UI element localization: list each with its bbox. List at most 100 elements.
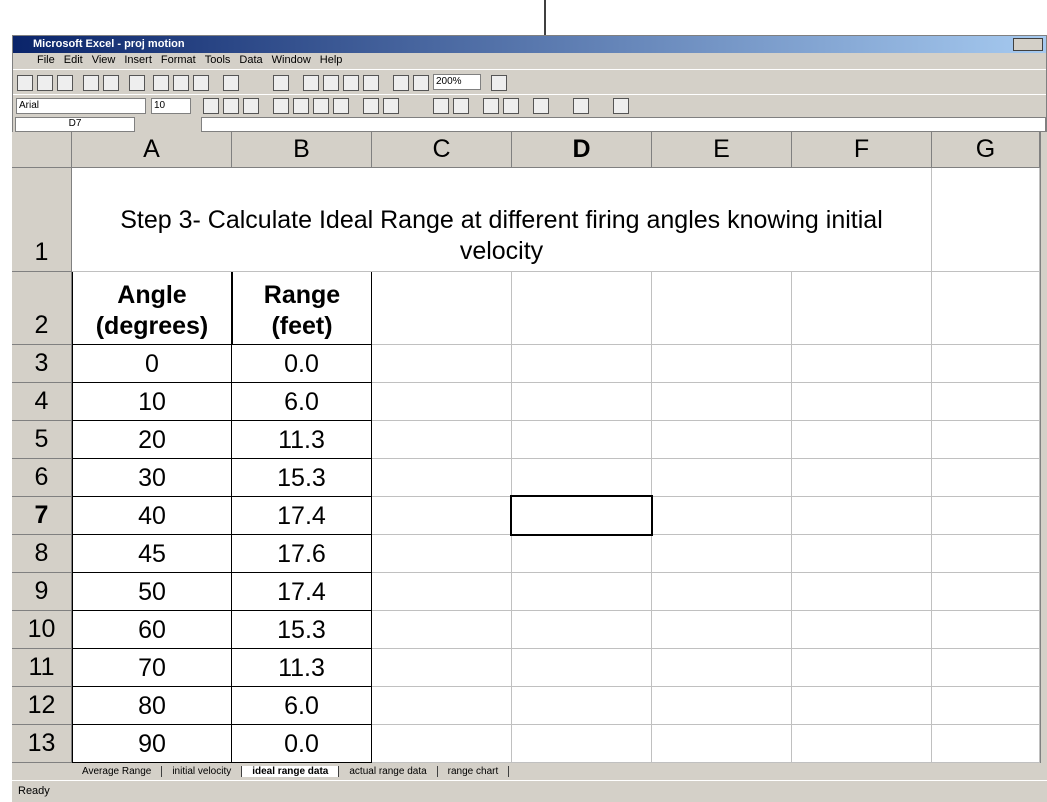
row-header: 9 <box>12 573 72 611</box>
cell <box>652 573 792 611</box>
title-bar: Microsoft Excel - proj motion <box>13 36 1046 53</box>
cell <box>792 459 932 497</box>
cell <box>652 687 792 725</box>
size-box[interactable]: 10 <box>151 98 191 114</box>
status-text: Ready <box>18 785 50 797</box>
angle-value: 70 <box>72 649 232 687</box>
cell <box>792 573 932 611</box>
cell <box>512 345 652 383</box>
cell <box>652 649 792 687</box>
cell <box>372 497 512 535</box>
cell <box>512 687 652 725</box>
zoom-box[interactable]: 200% <box>433 74 481 90</box>
window-controls[interactable] <box>1013 38 1043 51</box>
font-name: Arial <box>19 100 40 111</box>
menu-item[interactable]: View <box>91 54 116 66</box>
cell <box>792 649 932 687</box>
cell <box>652 272 792 345</box>
cell <box>372 535 512 573</box>
column-title: Range (feet) <box>232 272 372 345</box>
row-header: 13 <box>12 725 72 763</box>
menu-item[interactable]: Format <box>160 54 196 66</box>
angle-value: 0 <box>72 345 232 383</box>
column-header: E <box>652 132 792 168</box>
cell <box>932 725 1040 763</box>
cell <box>372 272 512 345</box>
cell <box>512 459 652 497</box>
range-value: 6.0 <box>232 687 372 725</box>
sheet-tabs: Average Range initial velocity ideal range… <box>12 763 1047 780</box>
cell <box>372 611 512 649</box>
angle-value: 60 <box>72 611 232 649</box>
name-box[interactable]: D7 <box>15 117 135 132</box>
cell <box>652 611 792 649</box>
cell <box>512 535 652 573</box>
sheet-tab[interactable]: ideal range data <box>242 766 340 777</box>
menu-item[interactable]: Insert <box>124 54 152 66</box>
menu-item[interactable]: Edit <box>63 54 83 66</box>
menu-item[interactable]: File <box>37 54 55 66</box>
formula-input[interactable] <box>201 117 1046 132</box>
column-header: F <box>792 132 932 168</box>
cell <box>652 383 792 421</box>
menu-item[interactable]: Help <box>319 54 343 66</box>
row-header: 4 <box>12 383 72 421</box>
cell <box>372 345 512 383</box>
cell <box>512 611 652 649</box>
corner <box>12 132 72 168</box>
cell <box>652 345 792 383</box>
row-header: 7 <box>12 497 72 535</box>
range-value: 11.3 <box>232 649 372 687</box>
cell <box>932 421 1040 459</box>
row-header: 6 <box>12 459 72 497</box>
menu-item[interactable]: Data <box>239 54 263 66</box>
angle-value: 45 <box>72 535 232 573</box>
column-header: D <box>512 132 652 168</box>
cell <box>372 687 512 725</box>
cell <box>792 272 932 345</box>
cell <box>512 272 652 345</box>
range-value: 17.6 <box>232 535 372 573</box>
angle-value: 20 <box>72 421 232 459</box>
cell <box>792 383 932 421</box>
cell <box>372 725 512 763</box>
sheet-tab[interactable]: range chart <box>438 766 510 777</box>
row-header: 12 <box>12 687 72 725</box>
cell <box>792 497 932 535</box>
cell <box>512 725 652 763</box>
range-value: 15.3 <box>232 611 372 649</box>
cell <box>652 725 792 763</box>
cell <box>932 345 1040 383</box>
cell <box>512 421 652 459</box>
cell <box>932 459 1040 497</box>
sheet-tab[interactable]: initial velocity <box>162 766 243 777</box>
cell <box>652 497 792 535</box>
cell <box>792 421 932 459</box>
row-header: 5 <box>12 421 72 459</box>
column-header: G <box>932 132 1040 168</box>
range-value: 6.0 <box>232 383 372 421</box>
row-header: 10 <box>12 611 72 649</box>
scrollbar[interactable] <box>1040 132 1047 763</box>
row-header: 8 <box>12 535 72 573</box>
column-header: C <box>372 132 512 168</box>
range-value: 17.4 <box>232 573 372 611</box>
menu-item[interactable]: Window <box>271 54 311 66</box>
font-size: 10 <box>154 100 166 111</box>
sheet-tab[interactable]: Average Range <box>72 766 163 777</box>
excel-window: Microsoft Excel - proj motion File Edit Vi… <box>12 35 1047 802</box>
cell <box>792 611 932 649</box>
cell <box>512 649 652 687</box>
menu-item[interactable]: Tools <box>204 54 231 66</box>
column-header: B <box>232 132 372 168</box>
font-box[interactable]: Arial <box>16 98 146 114</box>
selected-cell[interactable] <box>510 495 653 536</box>
row-header: 3 <box>12 345 72 383</box>
angle-value: 80 <box>72 687 232 725</box>
row-header: 11 <box>12 649 72 687</box>
sheet-tab[interactable]: actual range data <box>339 766 438 777</box>
cell <box>792 535 932 573</box>
formula-bar: D7 <box>13 116 1046 133</box>
cell <box>932 272 1040 345</box>
